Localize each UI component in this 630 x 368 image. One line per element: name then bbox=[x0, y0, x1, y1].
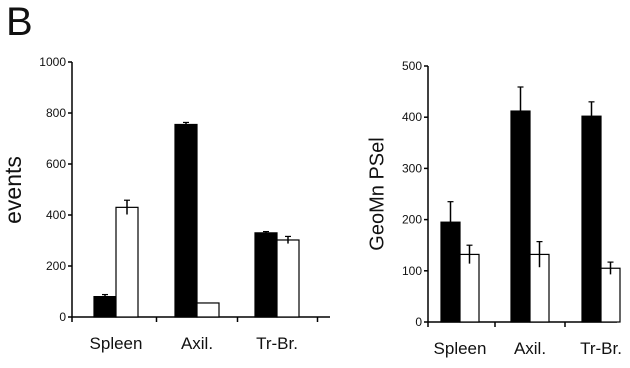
y-tick-label: 600 bbox=[46, 157, 66, 171]
y-tick-label: 800 bbox=[46, 106, 66, 120]
y-axis-title: events bbox=[0, 156, 26, 224]
bar bbox=[174, 123, 198, 318]
y-tick-label: 200 bbox=[402, 213, 422, 227]
bar bbox=[115, 206, 139, 318]
category-label: Axil. bbox=[181, 334, 213, 353]
y-tick-label: 400 bbox=[46, 208, 66, 222]
y-tick-label: 100 bbox=[402, 264, 422, 278]
y-axis-title: GeoMn PSel bbox=[366, 137, 388, 250]
y-tick-label: 1000 bbox=[39, 55, 66, 69]
bar bbox=[440, 221, 461, 323]
y-tick-label: 0 bbox=[415, 315, 422, 329]
bar bbox=[581, 115, 602, 323]
bar bbox=[459, 253, 480, 323]
bar bbox=[510, 110, 531, 323]
category-label: Spleen bbox=[90, 334, 143, 353]
bar bbox=[276, 239, 300, 318]
y-tick-label: 500 bbox=[402, 59, 422, 73]
y-tick-label: 200 bbox=[46, 259, 66, 273]
category-label: Tr-Br. bbox=[256, 334, 298, 353]
category-label: Tr-Br. bbox=[580, 339, 622, 358]
category-label: Spleen bbox=[434, 339, 487, 358]
bar bbox=[254, 232, 278, 318]
y-tick-label: 0 bbox=[59, 310, 66, 324]
category-label: Axil. bbox=[514, 339, 546, 358]
bar bbox=[600, 267, 621, 323]
panel-label: B bbox=[6, 0, 33, 44]
y-tick-label: 400 bbox=[402, 110, 422, 124]
bar bbox=[196, 302, 220, 318]
y-tick-label: 300 bbox=[402, 161, 422, 175]
bar bbox=[93, 296, 117, 318]
